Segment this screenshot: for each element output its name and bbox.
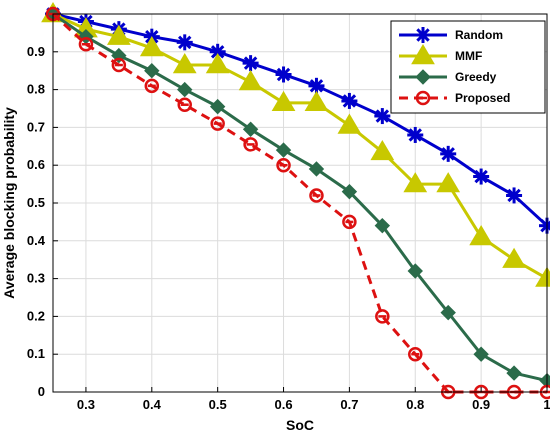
legend-item: Random	[399, 27, 503, 43]
data-point	[78, 36, 94, 52]
data-point	[342, 214, 357, 230]
series-line	[52, 12, 549, 227]
y-tick-label: 0.5	[27, 195, 45, 210]
data-point	[407, 126, 424, 143]
data-point	[271, 90, 296, 112]
y-tick-label: 0.4	[27, 233, 46, 248]
legend-label: Greedy	[455, 70, 497, 84]
x-tick-label: 0.9	[472, 397, 490, 412]
legend-label: Random	[455, 28, 503, 42]
data-point	[408, 346, 423, 362]
data-point	[275, 142, 292, 158]
data-point	[205, 53, 230, 74]
x-tick-label: 0.6	[274, 397, 292, 412]
y-tick-label: 0.8	[27, 82, 45, 97]
data-point	[209, 98, 226, 115]
data-point	[309, 188, 324, 203]
data-point	[144, 62, 160, 79]
x-tick-label: 1	[543, 397, 550, 412]
legend-marker	[415, 69, 431, 85]
data-point	[407, 263, 423, 279]
data-point	[242, 121, 259, 137]
legend-marker	[415, 27, 431, 43]
data-point	[304, 90, 329, 112]
data-point	[374, 108, 391, 125]
series-greedy	[45, 6, 550, 389]
data-point	[139, 36, 164, 57]
data-point	[473, 168, 490, 185]
data-point	[276, 157, 291, 173]
y-tick-label: 0.2	[27, 308, 45, 323]
data-point	[242, 55, 259, 72]
y-tick-label: 0	[38, 384, 45, 399]
y-tick-label: 0.7	[27, 119, 45, 134]
series-group	[41, 2, 550, 400]
legend: Random MMF Greedy Proposed	[390, 20, 546, 114]
data-point	[403, 172, 428, 193]
data-point	[172, 53, 197, 74]
data-point	[374, 217, 391, 234]
legend-marker	[415, 90, 431, 106]
x-tick-label: 0.3	[77, 397, 95, 412]
data-point	[177, 97, 192, 112]
legend-item: Greedy	[399, 69, 497, 85]
data-point	[337, 113, 362, 134]
legend-label: Proposed	[455, 91, 510, 105]
axis-ticks: 0.3 0.4 0.5 0.6 0.7 0.8 0.9 1 0 0.1 0.2 0.3 0.4 0.5 0.…	[27, 44, 550, 412]
data-point	[469, 225, 494, 246]
data-point	[502, 247, 526, 268]
data-point	[177, 81, 193, 98]
y-tick-label: 0.1	[27, 346, 45, 361]
y-tick-label: 0.6	[27, 157, 45, 172]
data-point	[106, 24, 131, 45]
legend-item: Proposed	[399, 90, 510, 106]
data-point	[308, 161, 325, 177]
y-axis-label: Average blocking probability	[1, 107, 17, 299]
data-point	[238, 70, 263, 91]
legend-item: MMF	[399, 44, 482, 65]
data-point	[341, 183, 358, 200]
y-tick-label: 0.3	[27, 271, 45, 286]
legend-label: MMF	[455, 49, 482, 63]
data-point	[436, 172, 461, 193]
data-point	[370, 139, 395, 161]
y-tick-label: 0.9	[27, 44, 45, 59]
legend-marker	[411, 44, 435, 65]
series-line	[52, 12, 548, 280]
x-tick-label: 0.5	[209, 397, 227, 412]
data-point	[341, 92, 358, 109]
data-point	[111, 57, 127, 73]
x-tick-label: 0.8	[406, 397, 424, 412]
data-point	[440, 145, 457, 162]
data-point	[243, 137, 258, 152]
x-tick-label: 0.7	[340, 397, 358, 412]
data-point	[506, 365, 522, 381]
data-point	[440, 304, 456, 321]
x-axis-label: SoC	[286, 417, 314, 433]
series-line	[52, 12, 548, 383]
data-point	[506, 187, 523, 204]
data-point	[176, 34, 193, 51]
data-point	[473, 346, 489, 362]
data-point	[144, 78, 160, 94]
data-point	[535, 266, 550, 287]
data-point	[275, 66, 292, 83]
x-tick-label: 0.4	[143, 397, 162, 412]
data-point	[375, 309, 390, 324]
data-point	[210, 116, 225, 131]
